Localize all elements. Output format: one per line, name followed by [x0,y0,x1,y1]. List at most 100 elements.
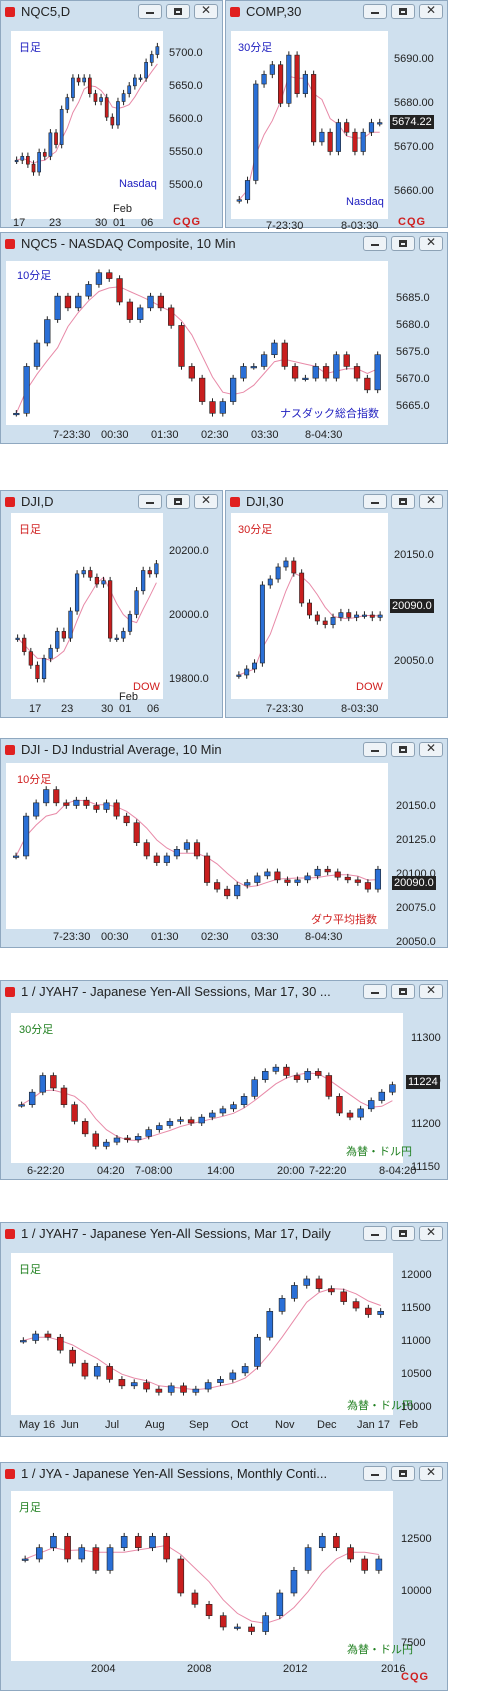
candle-body [93,93,98,102]
y-tick: 20125.0 [396,834,436,846]
candle-body [64,295,72,309]
maximize-button[interactable] [391,742,415,757]
candle-body [346,612,352,618]
maximize-button[interactable] [391,1226,415,1241]
close-button[interactable] [419,235,443,251]
plot-area[interactable] [11,513,163,699]
candle-body [44,1333,52,1338]
minimize-button[interactable] [363,236,387,251]
minimize-button[interactable] [363,494,387,509]
candle-body [168,307,175,326]
plot-area[interactable] [11,1491,393,1661]
y-tick: 11000 [401,1335,431,1347]
title-bar[interactable]: NQC5,D [1,1,222,23]
candle-body [330,617,336,625]
title-bar[interactable]: DJI,30 [226,491,447,513]
candle-body [251,1079,258,1097]
timeframe-label: 10分足 [17,774,52,786]
minimize-button[interactable] [363,984,387,999]
x-tick: 30 [101,703,114,715]
candle-body [369,614,375,618]
minimize-button[interactable] [363,4,387,19]
candle-body [54,132,58,145]
maximize-button[interactable] [391,494,415,509]
chart-window-icon [5,239,15,249]
x-tick: 01:30 [151,931,179,943]
candle-body [147,570,152,575]
window-jya-monthly[interactable]: 1 / JYA - Japanese Yen-All Sessions, Mon… [0,1462,448,1691]
plot-area[interactable] [6,763,388,929]
plot-area[interactable] [11,1013,403,1163]
candle-body [33,802,40,817]
close-button[interactable] [194,3,218,19]
minimize-button[interactable] [138,4,162,19]
candle-body [291,560,297,574]
window-nqc5-10min[interactable]: NQC5 - NASDAQ Composite, 10 Min 10分足 ナスダ… [0,232,448,444]
close-button[interactable] [194,493,218,509]
maximize-button[interactable] [391,4,415,19]
y-tick: 11200 [411,1118,441,1130]
candle-body [113,802,120,817]
candle-body [41,658,47,680]
window-nqc5-daily[interactable]: NQC5,D 日足 Nasdaq 5700.0 5650.0 5600.0 5550.… [0,0,223,229]
title-bar[interactable]: NQC5 - NASDAQ Composite, 10 Min [1,233,447,255]
window-jyah7-30min[interactable]: 1 / JYAH7 - Japanese Yen-All Sessions, M… [0,980,448,1180]
close-button[interactable] [419,1225,443,1241]
candle-body [143,1382,150,1390]
candle-body [55,631,60,649]
window-comp-30[interactable]: COMP,30 30分足 Nasdaq 5690.00 5680.00 5670.0… [225,0,448,232]
minimize-button[interactable] [363,1466,387,1481]
plot-area[interactable] [231,513,388,699]
candle-body [20,156,25,161]
candle-body [75,295,82,309]
candle-body [346,1112,354,1118]
candle-body [149,54,154,63]
chart-window-icon [5,745,15,755]
title-bar[interactable]: 1 / JYAH7 - Japanese Yen-All Sessions, M… [1,1223,447,1245]
maximize-button[interactable] [391,236,415,251]
candle-body [368,1100,375,1110]
maximize-button[interactable] [391,1466,415,1481]
x-tick: May 16 [19,1419,56,1431]
chart-window-icon [5,7,15,17]
plot-area[interactable] [11,1253,393,1415]
title-bar[interactable]: DJI - DJ Industrial Average, 10 Min [1,739,447,761]
candle-chart-jyam [21,1532,383,1635]
candle-body [229,1372,237,1380]
x-tick: 01 [119,703,132,715]
candle-body [39,1075,46,1093]
minimize-button[interactable] [138,494,162,509]
close-button[interactable] [419,741,443,757]
candle-body [389,1084,396,1093]
maximize-button[interactable] [391,984,415,999]
maximize-button[interactable] [166,4,190,19]
cqg-logo: CQG [398,216,427,228]
minimize-button[interactable] [363,742,387,757]
title-bar[interactable]: DJI,D [1,491,222,513]
y-tick: 5500.0 [169,179,203,191]
maximize-button[interactable] [166,494,190,509]
y-tick: 20000.0 [169,609,209,621]
candle-body [144,62,148,79]
title-bar[interactable]: 1 / JYA - Japanese Yen-All Sessions, Mon… [1,1463,447,1485]
source-label: 為替・ドル円 [346,1146,412,1158]
close-button[interactable] [419,983,443,999]
candle-body [229,377,237,402]
window-dji-daily[interactable]: DJI,D 日足 DOW 20200.0 20000.0 19800.0 17 23 3… [0,490,223,718]
candle-body [377,614,383,618]
x-tick: 7-23:30 [53,429,91,441]
title-bar[interactable]: 1 / JYAH7 - Japanese Yen-All Sessions, M… [1,981,447,1003]
plot-area[interactable] [231,31,388,219]
close-button[interactable] [419,3,443,19]
close-button[interactable] [419,493,443,509]
title-bar[interactable]: COMP,30 [226,1,447,23]
close-button[interactable] [419,1465,443,1481]
window-dji-10min[interactable]: DJI - DJ Industrial Average, 10 Min 10分足… [0,738,448,948]
plot-area[interactable] [11,31,163,219]
minimize-button[interactable] [363,1226,387,1241]
window-jyah7-daily[interactable]: 1 / JYAH7 - Japanese Yen-All Sessions, M… [0,1222,448,1437]
candle-body [110,116,115,126]
plot-area[interactable] [6,261,388,425]
candle-body [26,156,30,165]
